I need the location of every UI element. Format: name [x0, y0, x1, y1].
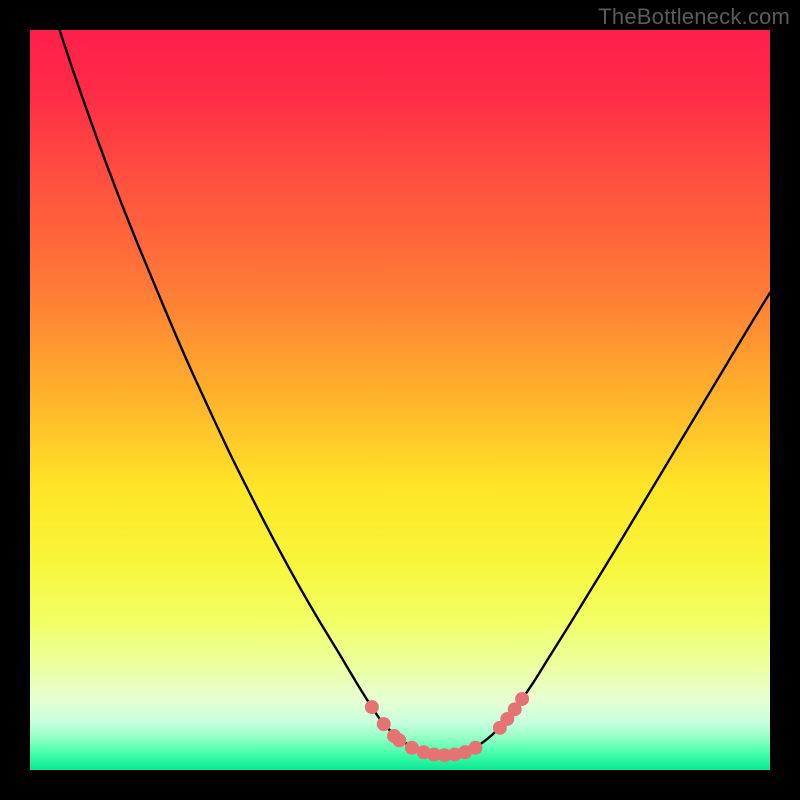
curve-marker [469, 741, 482, 754]
watermark-text: TheBottleneck.com [598, 4, 790, 30]
curve-marker [377, 718, 390, 731]
plot-gradient-background [30, 30, 770, 770]
curve-marker [516, 692, 529, 705]
curve-marker [405, 741, 418, 754]
bottleneck-curve-chart [0, 0, 800, 800]
curve-marker [393, 734, 406, 747]
chart-stage: TheBottleneck.com [0, 0, 800, 800]
curve-marker [365, 701, 378, 714]
